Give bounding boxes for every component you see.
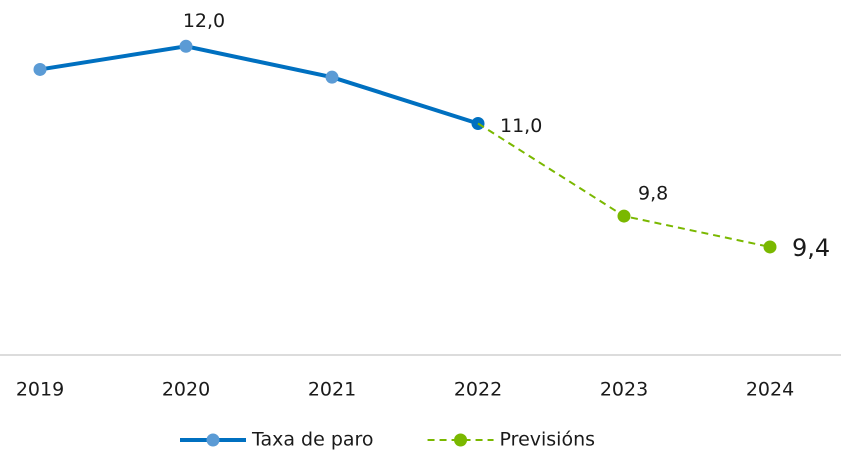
x-tick-label: 2020 — [162, 379, 210, 401]
data-label: 9,8 — [638, 183, 668, 205]
data-label: 12,0 — [183, 10, 225, 32]
x-tick-label: 2021 — [308, 379, 356, 401]
series-line — [39, 44, 479, 126]
legend-marker — [454, 433, 468, 447]
legend-label: Taxa de paro — [251, 429, 374, 451]
marker — [33, 62, 47, 76]
marker — [179, 39, 193, 53]
data-label: 11,0 — [500, 115, 542, 137]
marker — [763, 240, 777, 254]
x-tick-label: 2023 — [600, 379, 648, 401]
x-tick-label: 2019 — [16, 379, 64, 401]
x-tick-label: 2022 — [454, 379, 502, 401]
legend-marker — [206, 433, 220, 447]
legend-label: Previsións — [500, 429, 595, 451]
x-tick-label: 2024 — [746, 379, 794, 401]
marker — [325, 70, 339, 84]
marker — [617, 209, 631, 223]
series-line — [477, 122, 771, 248]
data-label: 9,4 — [792, 234, 830, 262]
